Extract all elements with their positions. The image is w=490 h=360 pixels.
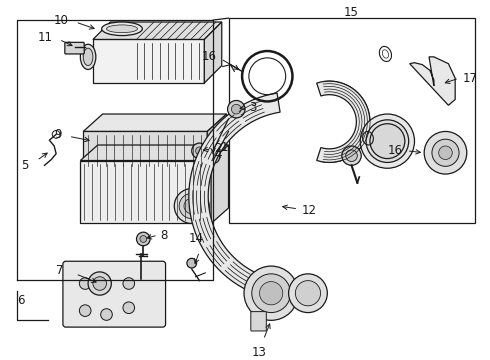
Circle shape: [187, 258, 196, 268]
Circle shape: [174, 189, 209, 224]
Circle shape: [227, 100, 245, 118]
Polygon shape: [93, 40, 204, 83]
Polygon shape: [83, 153, 226, 170]
Polygon shape: [189, 93, 285, 301]
Circle shape: [123, 302, 135, 314]
Ellipse shape: [101, 22, 142, 36]
Circle shape: [140, 235, 147, 242]
Circle shape: [231, 104, 241, 114]
Ellipse shape: [83, 48, 93, 66]
Polygon shape: [207, 114, 226, 170]
Polygon shape: [410, 57, 455, 105]
Text: 11: 11: [37, 31, 52, 44]
Circle shape: [79, 278, 91, 289]
Circle shape: [295, 280, 320, 306]
Circle shape: [432, 139, 459, 166]
Circle shape: [209, 153, 217, 161]
Circle shape: [123, 278, 135, 289]
FancyBboxPatch shape: [65, 42, 84, 54]
Circle shape: [260, 282, 283, 305]
Circle shape: [366, 120, 409, 162]
Polygon shape: [211, 145, 228, 224]
Circle shape: [439, 146, 452, 159]
Circle shape: [179, 193, 204, 219]
Circle shape: [360, 114, 415, 168]
FancyBboxPatch shape: [251, 312, 266, 331]
Polygon shape: [83, 114, 226, 131]
Bar: [228, 18, 474, 224]
Text: 17: 17: [463, 72, 478, 85]
Circle shape: [424, 131, 467, 174]
Polygon shape: [83, 131, 207, 170]
Circle shape: [289, 274, 327, 312]
Circle shape: [206, 150, 220, 163]
Circle shape: [252, 274, 291, 312]
Polygon shape: [317, 81, 370, 162]
Ellipse shape: [106, 25, 138, 33]
Polygon shape: [80, 161, 211, 224]
Text: 15: 15: [344, 6, 359, 19]
Text: 7: 7: [56, 265, 64, 278]
Text: 14: 14: [189, 232, 204, 245]
Text: 16: 16: [202, 50, 217, 63]
Circle shape: [79, 305, 91, 316]
Circle shape: [192, 143, 207, 158]
Ellipse shape: [80, 44, 96, 69]
Text: 4: 4: [214, 148, 221, 161]
Circle shape: [184, 198, 199, 214]
Polygon shape: [93, 22, 222, 40]
Polygon shape: [80, 145, 228, 161]
Circle shape: [342, 146, 361, 165]
Text: 9: 9: [54, 128, 62, 141]
Text: 13: 13: [252, 346, 267, 359]
Circle shape: [88, 272, 111, 295]
Circle shape: [100, 309, 112, 320]
Circle shape: [370, 124, 405, 158]
Text: 3: 3: [249, 101, 256, 114]
FancyBboxPatch shape: [63, 261, 166, 327]
Circle shape: [275, 281, 294, 301]
Circle shape: [137, 232, 150, 246]
Text: 2: 2: [214, 143, 221, 156]
Text: 1: 1: [221, 141, 228, 154]
Text: 10: 10: [54, 14, 69, 27]
Circle shape: [346, 150, 357, 162]
Text: 6: 6: [17, 294, 25, 307]
Polygon shape: [204, 22, 222, 83]
Circle shape: [196, 147, 203, 155]
Circle shape: [244, 266, 298, 320]
Text: 8: 8: [161, 229, 168, 242]
Text: 5: 5: [21, 159, 28, 172]
Text: 16: 16: [388, 144, 403, 157]
Text: 12: 12: [301, 204, 316, 217]
Circle shape: [93, 277, 106, 290]
